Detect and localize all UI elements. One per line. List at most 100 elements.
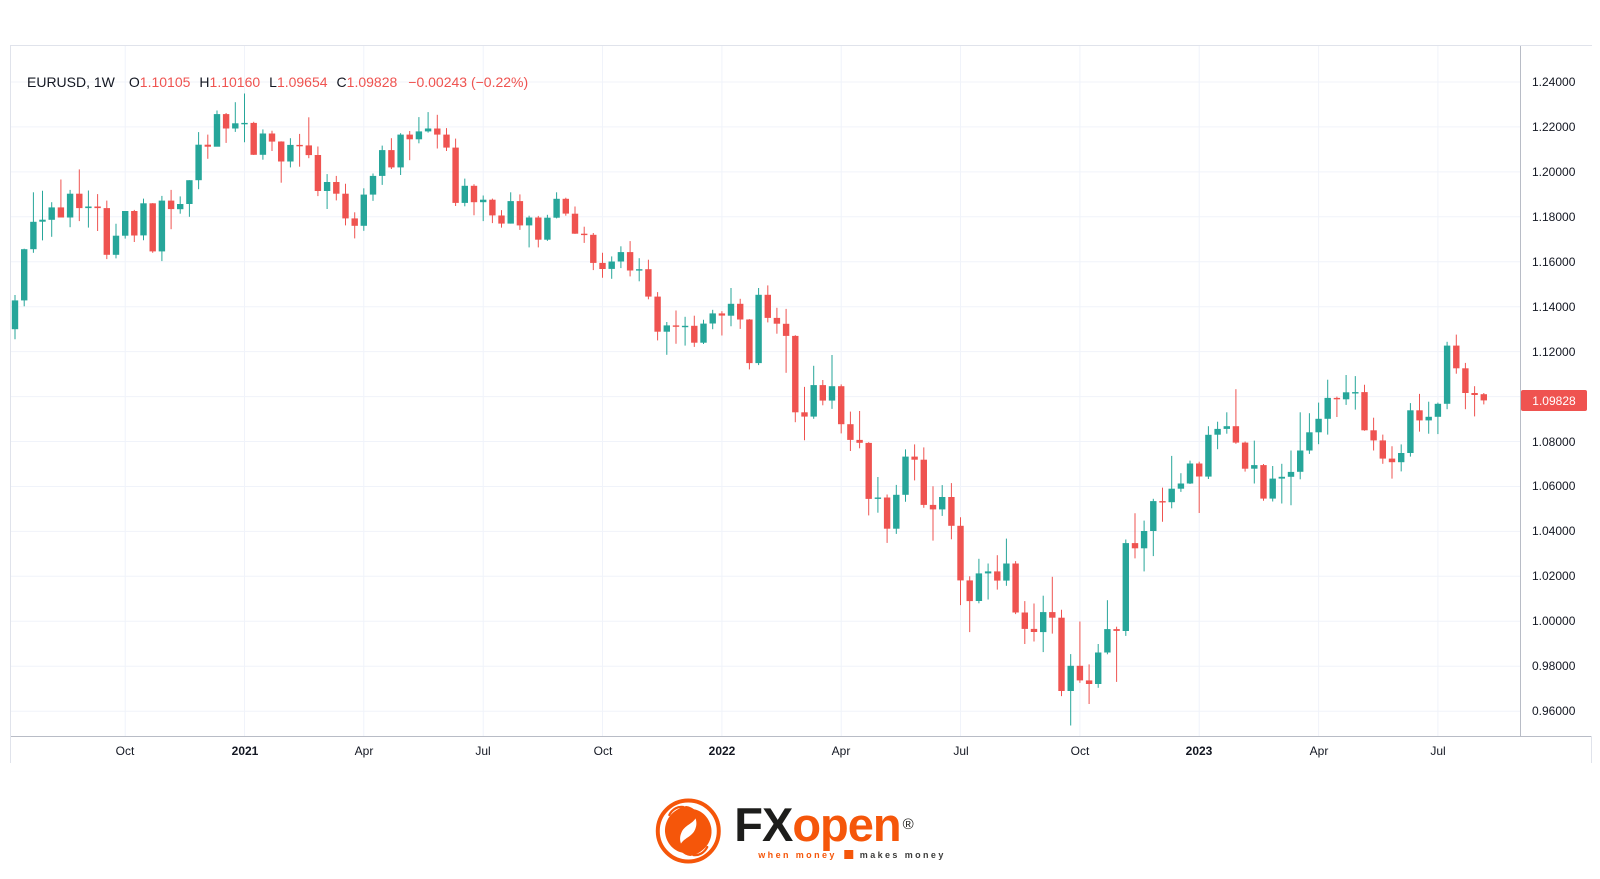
candle-body xyxy=(681,325,689,328)
price-tick-label: 1.18000 xyxy=(1532,210,1576,224)
tagline-square-icon xyxy=(843,850,853,859)
price-tick-label: 0.98000 xyxy=(1532,659,1576,673)
candle-body xyxy=(1361,392,1368,431)
candle-body xyxy=(443,134,450,148)
candle-body xyxy=(691,325,698,343)
candle-body xyxy=(1425,416,1432,421)
time-tick-label: Oct xyxy=(1070,744,1090,758)
candle-body xyxy=(39,219,46,222)
candle-body xyxy=(149,203,156,252)
time-tick-label: Oct xyxy=(593,744,613,758)
candle-body xyxy=(553,198,560,218)
candle-body xyxy=(819,385,826,401)
candle-body xyxy=(590,234,597,263)
candle-body xyxy=(232,123,239,129)
candle-body xyxy=(764,294,771,318)
candle-body xyxy=(700,323,707,343)
candle-body xyxy=(333,182,340,194)
candle-body xyxy=(1315,418,1322,433)
candle-body xyxy=(314,155,322,191)
candle-body xyxy=(259,133,267,155)
candle-body xyxy=(1333,397,1341,400)
candle-body xyxy=(452,147,459,203)
fxopen-bull-bear-icon xyxy=(655,798,721,864)
candle-body xyxy=(48,207,55,220)
candle-body xyxy=(1012,563,1019,613)
candle-body xyxy=(1287,471,1295,477)
candle-body xyxy=(856,439,863,443)
fxopen-wordmark-block: FXopen ® when money makes money xyxy=(734,801,945,860)
open-value: 1.10105 xyxy=(139,74,191,90)
symbol-title[interactable]: EURUSD, 1W xyxy=(27,74,115,90)
candle-body xyxy=(663,325,670,332)
candles-layer xyxy=(11,93,1487,726)
candle-body xyxy=(782,323,790,336)
candle-body xyxy=(250,122,257,155)
candle-body xyxy=(1324,397,1331,419)
candle-body xyxy=(167,200,175,210)
candle-body xyxy=(893,494,900,529)
time-tick-label: Apr xyxy=(1309,744,1329,758)
candle-body xyxy=(305,145,312,156)
candle-body xyxy=(1159,501,1166,503)
candle-body xyxy=(415,131,423,140)
candlestick-plot[interactable] xyxy=(11,46,1520,736)
candle-body xyxy=(645,269,652,297)
price-tick-label: 1.20000 xyxy=(1532,165,1576,179)
price-tick-label: 1.04000 xyxy=(1532,524,1576,538)
candle-body xyxy=(489,199,496,216)
candle-body xyxy=(994,571,1001,581)
low-key: L xyxy=(269,74,277,90)
candle-body xyxy=(636,269,643,271)
candle-body xyxy=(85,206,92,209)
time-tick-label: Jul xyxy=(1430,744,1446,758)
candle-body xyxy=(1297,450,1304,472)
price-axis[interactable]: 1.24000 1.22000 1.20000 1.18000 1.16000 1.140… xyxy=(1520,46,1592,736)
logo-open-text: open xyxy=(792,797,901,851)
candle-body xyxy=(773,317,781,324)
candle-body xyxy=(57,207,65,218)
price-tick-label: 1.08000 xyxy=(1532,435,1576,449)
candle-body xyxy=(1379,440,1386,459)
candle-body xyxy=(718,313,726,316)
candle-body xyxy=(1434,403,1442,417)
candle-body xyxy=(828,386,836,401)
candle-body xyxy=(599,262,606,269)
candle-body xyxy=(11,300,19,330)
candle-body xyxy=(360,194,367,226)
candle-body xyxy=(1223,426,1230,429)
candle-body xyxy=(112,235,120,255)
chart-legend: EURUSD, 1W O1.10105 H1.10160 L1.09654 C1… xyxy=(27,74,528,90)
candle-body xyxy=(103,208,110,255)
candle-body xyxy=(755,294,762,364)
candle-body xyxy=(1269,478,1276,499)
candle-body xyxy=(1095,652,1102,684)
candle-body xyxy=(1480,394,1487,401)
candle-body xyxy=(388,150,395,168)
chart-svg xyxy=(11,46,1520,736)
ohlc-high: H1.10160 xyxy=(199,74,260,90)
candle-body xyxy=(507,201,514,224)
candle-body xyxy=(1407,410,1414,453)
time-tick-label: 2021 xyxy=(231,744,259,758)
candle-body xyxy=(461,185,468,203)
candle-body xyxy=(122,211,129,236)
price-tick-label: 1.22000 xyxy=(1532,120,1576,134)
candle-body xyxy=(984,571,992,574)
candle-body xyxy=(268,133,276,142)
candle-body xyxy=(1150,501,1157,531)
candle-body xyxy=(351,218,358,226)
candle-body xyxy=(1471,393,1478,395)
time-axis[interactable]: Oct 2021 Apr Jul Oct 2022 Apr Jul Oct 2023 Apr Jul xyxy=(11,736,1591,763)
candle-body xyxy=(1003,563,1010,581)
low-value: 1.09654 xyxy=(276,74,328,90)
candle-body xyxy=(874,497,882,499)
candle-body xyxy=(966,580,973,602)
candle-body xyxy=(948,497,955,526)
time-tick-label: 2023 xyxy=(1185,744,1213,758)
candle-body xyxy=(1067,665,1074,691)
candle-body xyxy=(76,193,83,209)
candle-body xyxy=(1122,543,1129,631)
candle-body xyxy=(21,249,28,301)
